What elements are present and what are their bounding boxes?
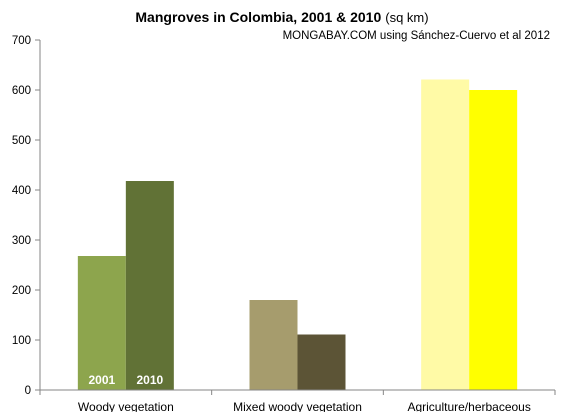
y-tick-label: 500 xyxy=(12,135,31,147)
bar-2001 xyxy=(249,300,298,390)
x-category-label: Agriculture/herbaceous xyxy=(407,400,530,412)
y-tick-label: 100 xyxy=(12,335,31,347)
x-axis: Woody vegetation Mixed woody vegetation Ag… xyxy=(39,389,556,412)
y-axis: 0 100 200 300 400 500 600 700 xyxy=(12,35,41,397)
chart-title-main: Mangroves in Colombia, 2001 & 2010 xyxy=(135,9,381,25)
bar-2010 xyxy=(469,90,518,390)
chart-source: MONGABAY.COM using Sánchez-Cuervo et al … xyxy=(283,30,550,42)
x-category-label: Mixed woody vegetation xyxy=(233,400,362,412)
chart-title: Mangroves in Colombia, 2001 & 2010 (sq km… xyxy=(135,9,428,25)
bar-2010 xyxy=(297,334,346,390)
x-category-label: Woody vegetation xyxy=(78,400,174,412)
bars: 2001 2010 xyxy=(77,79,518,390)
chart-title-unit: (sq km) xyxy=(385,10,428,25)
bar-2001 xyxy=(421,79,470,390)
y-tick-label: 700 xyxy=(12,35,31,47)
y-tick-label: 400 xyxy=(12,185,31,197)
bar-series-label: 2001 xyxy=(88,373,115,387)
bar-series-label: 2010 xyxy=(136,373,163,387)
bar-2010 xyxy=(125,181,174,390)
y-tick-label: 0 xyxy=(25,385,31,397)
bar-2001 xyxy=(77,256,126,390)
y-tick-label: 600 xyxy=(12,85,31,97)
y-tick-label: 300 xyxy=(12,235,31,247)
y-tick-label: 200 xyxy=(12,285,31,297)
